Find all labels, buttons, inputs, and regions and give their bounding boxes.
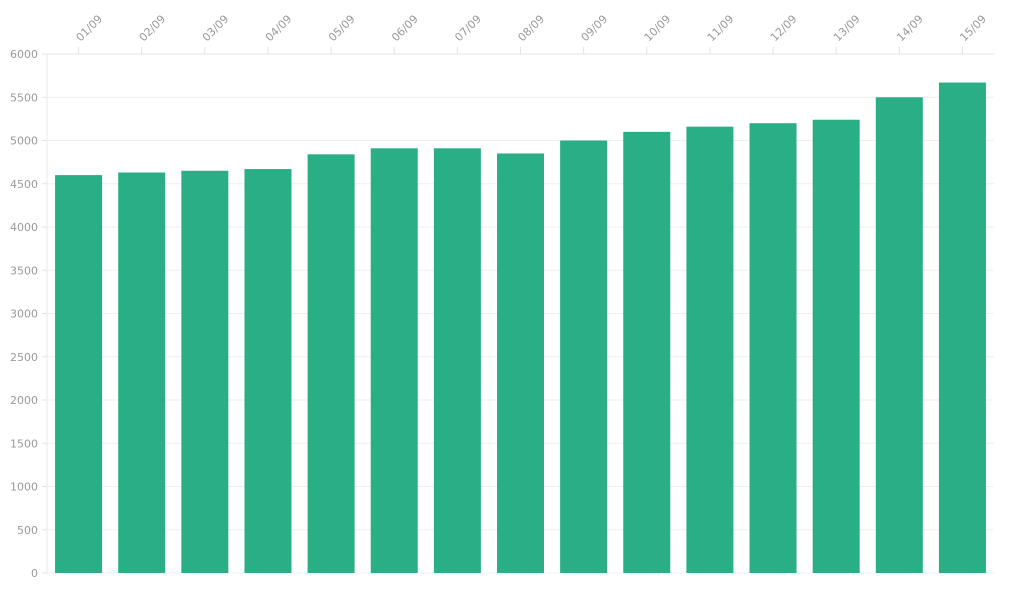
bar-11-09 — [686, 126, 734, 573]
y-tick-label: 4500 — [10, 178, 38, 191]
x-tick-label: 06/09 — [389, 13, 421, 45]
x-tick-label: 07/09 — [452, 13, 484, 45]
bar-15-09 — [938, 82, 986, 574]
bar-05-09 — [307, 154, 355, 573]
x-tick-label: 15/09 — [957, 13, 989, 45]
x-tick-label: 09/09 — [579, 13, 611, 45]
y-tick-label: 5000 — [10, 135, 38, 148]
bar-07-09 — [433, 148, 481, 573]
x-tick-label: 11/09 — [705, 13, 737, 45]
bar-13-09 — [812, 119, 860, 574]
y-tick-label: 4000 — [10, 221, 38, 234]
y-tick-label: 3500 — [10, 264, 38, 277]
x-tick-label: 05/09 — [326, 13, 358, 45]
y-tick-label: 1500 — [10, 437, 38, 450]
y-tick-label: 3000 — [10, 308, 38, 321]
bar-10-09 — [623, 131, 671, 573]
y-tick-label: 2000 — [10, 394, 38, 407]
bar-08-09 — [497, 153, 544, 573]
bar-09-09 — [560, 140, 608, 573]
x-tick-label: 12/09 — [768, 13, 800, 45]
x-tick-label: 10/09 — [642, 13, 674, 45]
y-tick-label: 5500 — [10, 91, 38, 104]
x-tick-label: 08/09 — [515, 13, 547, 45]
y-tick-label: 2500 — [10, 351, 38, 364]
y-tick-label: 6000 — [10, 48, 38, 61]
y-tick-label: 1000 — [10, 481, 38, 494]
bar-02-09 — [118, 172, 166, 573]
y-tick-label: 500 — [17, 524, 38, 537]
bars — [55, 82, 986, 574]
y-tick-label: 0 — [31, 567, 38, 580]
x-axis-ticks: 01/09 02/09 03/09 04/09 05/09 06/09 07/09 08/09… — [73, 13, 988, 45]
bar-12-09 — [749, 123, 797, 573]
bar-06-09 — [370, 148, 418, 573]
x-tick-label: 01/09 — [73, 13, 105, 45]
x-tick-label: 13/09 — [831, 13, 863, 45]
bar-01-09 — [55, 175, 103, 573]
bar-03-09 — [181, 170, 229, 573]
x-tick-label: 14/09 — [894, 13, 926, 45]
x-tick-label: 03/09 — [200, 13, 232, 45]
y-axis-ticks: 0 500 1000 1500 2000 2500 3000 3500 4000 4500 5000… — [10, 48, 38, 580]
x-tick-label: 04/09 — [263, 13, 295, 45]
bar-14-09 — [875, 97, 923, 573]
bar-04-09 — [244, 169, 292, 574]
x-tick-label: 02/09 — [137, 13, 169, 45]
